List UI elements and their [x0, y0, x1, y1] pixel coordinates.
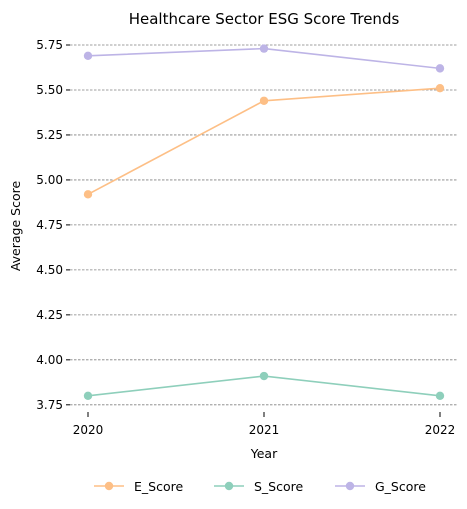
- y-tick-label: 5.25: [36, 128, 63, 142]
- x-tick-label: 2021: [249, 423, 280, 437]
- y-axis-label: Average Score: [8, 181, 23, 272]
- data-point-e-score: [435, 83, 445, 93]
- legend-item-g-score: G_Score: [335, 479, 426, 494]
- y-axis: 3.75 4.00 4.25 4.50 4.75 5.00 5.25 5.50 5.75: [36, 38, 70, 412]
- y-tick-label: 4.00: [36, 353, 63, 367]
- legend-marker: [345, 481, 355, 491]
- legend-label: G_Score: [375, 479, 426, 494]
- y-tick-label: 5.75: [36, 38, 63, 52]
- x-axis: 2020 2021 2022: [73, 412, 456, 437]
- legend-marker: [104, 481, 114, 491]
- legend-item-s-score: S_Score: [214, 479, 304, 494]
- y-tick-label: 4.50: [36, 263, 63, 277]
- legend-marker: [224, 481, 234, 491]
- x-tick-label: 2022: [425, 423, 456, 437]
- grid: [70, 44, 458, 406]
- data-point-s-score: [83, 391, 93, 401]
- legend-item-e-score: E_Score: [94, 479, 183, 494]
- y-tick-label: 4.25: [36, 308, 63, 322]
- legend: E_Score S_Score G_Score: [94, 479, 426, 494]
- x-axis-label: Year: [250, 446, 278, 461]
- data-point-g-score: [435, 64, 445, 73]
- data-point-g-score: [83, 51, 93, 60]
- data-point-e-score: [83, 190, 93, 199]
- y-tick-label: 5.50: [36, 83, 63, 97]
- y-tick-label: 5.00: [36, 173, 63, 187]
- y-tick-label: 3.75: [36, 398, 63, 412]
- y-tick-label: 4.75: [36, 218, 63, 232]
- data-point-e-score: [259, 96, 269, 105]
- series-s-score: [83, 371, 445, 401]
- legend-label: E_Score: [134, 479, 183, 494]
- data-point-s-score: [435, 391, 445, 401]
- series-e-score: [83, 83, 445, 199]
- plot-area: [83, 44, 445, 401]
- legend-label: S_Score: [254, 479, 304, 494]
- series-g-score: [83, 44, 445, 73]
- chart-title: Healthcare Sector ESG Score Trends: [129, 10, 400, 28]
- data-point-s-score: [259, 371, 269, 381]
- x-tick-label: 2020: [73, 423, 104, 437]
- data-point-g-score: [259, 44, 269, 53]
